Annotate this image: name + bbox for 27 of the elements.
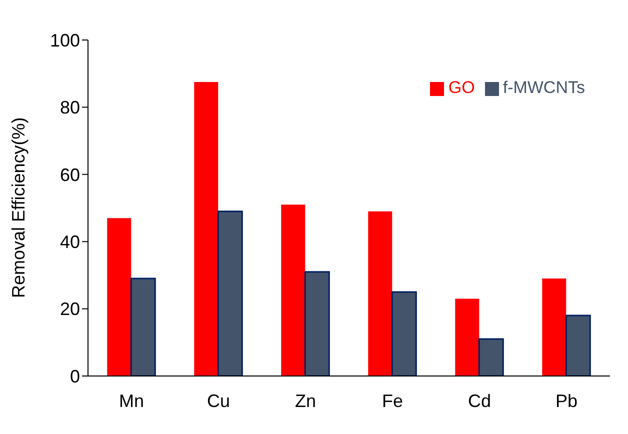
bar <box>304 271 330 376</box>
y-tick-label: 80 <box>60 98 80 118</box>
y-tick-label: 100 <box>50 30 80 50</box>
bar <box>391 291 417 376</box>
x-tick-label: Mn <box>118 390 144 411</box>
bar <box>368 211 392 376</box>
y-tick-label: 60 <box>60 164 80 185</box>
x-tick-label: Pb <box>555 390 578 411</box>
bar <box>478 338 504 376</box>
x-tick-label: Zn <box>294 390 316 411</box>
bar <box>281 204 306 376</box>
bar <box>194 82 218 376</box>
bar <box>107 218 132 376</box>
bar <box>130 278 156 376</box>
y-axis-title: Removal Efficiency(%) <box>8 117 28 298</box>
bar <box>455 298 480 376</box>
y-tick-label: 40 <box>60 232 80 252</box>
bar <box>565 314 591 376</box>
x-tick-label: Fe <box>382 390 404 411</box>
legend-label: GO <box>448 78 475 97</box>
x-tick-label: Cu <box>206 390 230 411</box>
y-tick-label: 20 <box>60 299 80 320</box>
x-tick-label: Cd <box>468 390 492 411</box>
legend-label: f-MWCNTs <box>502 78 585 97</box>
y-tick-label: 0 <box>70 366 80 386</box>
bar <box>217 210 243 376</box>
bar <box>542 278 566 376</box>
